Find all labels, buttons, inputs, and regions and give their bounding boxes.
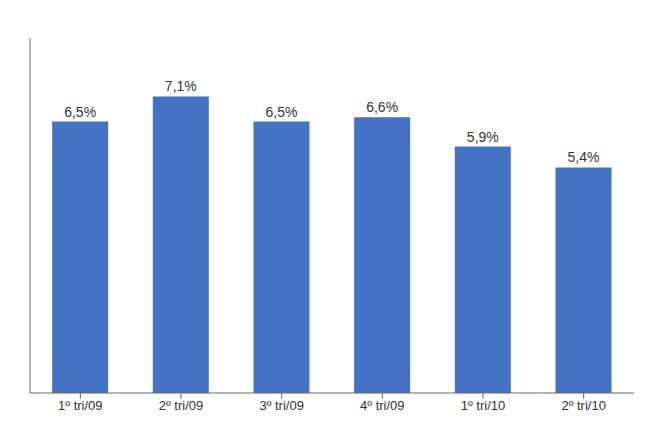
svg-text:3º tri/09: 3º tri/09 [259, 398, 304, 413]
svg-text:4º tri/09: 4º tri/09 [360, 398, 405, 413]
svg-text:6,5%: 6,5% [64, 104, 96, 120]
svg-text:7,1%: 7,1% [165, 78, 197, 94]
svg-text:2º tri/09: 2º tri/09 [159, 398, 204, 413]
svg-text:6,6%: 6,6% [366, 99, 398, 115]
svg-text:1º tri/09: 1º tri/09 [58, 398, 103, 413]
svg-text:5,4%: 5,4% [568, 149, 600, 165]
svg-text:6,5%: 6,5% [266, 104, 298, 120]
svg-text:5,9%: 5,9% [467, 129, 499, 145]
svg-text:1º tri/10: 1º tri/10 [461, 398, 506, 413]
svg-text:2º tri/10: 2º tri/10 [561, 398, 606, 413]
